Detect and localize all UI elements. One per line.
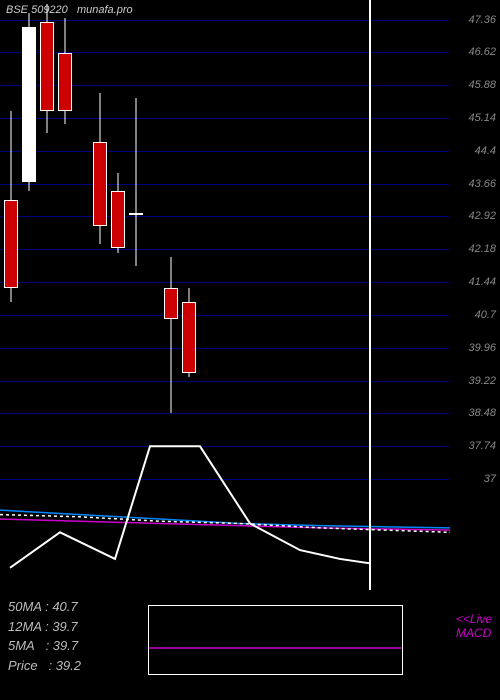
y-tick-label: 37 <box>484 473 496 485</box>
candle <box>58 18 72 124</box>
ma-line <box>0 515 450 533</box>
candle <box>40 4 54 133</box>
info-panel: 50MA : 40.7 12MA : 39.7 5MA : 39.7 Price… <box>8 597 81 675</box>
gridline <box>0 184 450 185</box>
gridline <box>0 282 450 283</box>
candle <box>93 93 107 244</box>
candle <box>111 173 125 253</box>
gridline <box>0 446 450 447</box>
y-tick-label: 42.92 <box>468 210 496 222</box>
gridline <box>0 479 450 480</box>
source-label: munafa.pro <box>77 4 133 16</box>
chart-inner: BSE 509220 munafa.pro 47.3646.6245.8845.… <box>0 0 500 700</box>
macd-label: <<Live MACD <box>456 612 492 640</box>
macd-live-text: <<Live <box>456 612 492 626</box>
y-tick-label: 46.62 <box>468 46 496 58</box>
y-tick-label: 37.74 <box>468 440 496 452</box>
gridline <box>0 413 450 414</box>
gridline <box>0 249 450 250</box>
y-tick-label: 39.96 <box>468 342 496 354</box>
macd-box <box>148 605 403 675</box>
candle <box>129 98 143 267</box>
gridline <box>0 381 450 382</box>
ma50-row: 50MA : 40.7 <box>8 597 81 617</box>
macd-text: MACD <box>456 626 492 640</box>
y-tick-label: 45.14 <box>468 112 496 124</box>
price-row: Price : 39.2 <box>8 656 81 676</box>
y-tick-label: 41.44 <box>468 276 496 288</box>
candle <box>4 111 18 302</box>
y-tick-label: 39.22 <box>468 375 496 387</box>
gridline <box>0 216 450 217</box>
y-tick-label: 47.36 <box>468 14 496 26</box>
y-tick-label: 38.48 <box>468 407 496 419</box>
candle <box>164 257 178 412</box>
candle <box>182 288 196 377</box>
y-tick-label: 45.88 <box>468 79 496 91</box>
price-chart[interactable]: BSE 509220 munafa.pro 47.3646.6245.8845.… <box>0 0 500 700</box>
y-tick-label: 44.4 <box>475 145 496 157</box>
ma5-row: 5MA : 39.7 <box>8 636 81 656</box>
overlay-svg <box>0 0 500 700</box>
y-tick-label: 42.18 <box>468 243 496 255</box>
ma-line <box>0 510 450 528</box>
y-tick-label: 43.66 <box>468 178 496 190</box>
moving-average-lines <box>0 510 450 532</box>
gridline <box>0 348 450 349</box>
y-tick-label: 40.7 <box>475 309 496 321</box>
candle <box>22 13 36 190</box>
gridline <box>0 315 450 316</box>
chart-container: BSE 509220 munafa.pro 47.3646.6245.8845.… <box>0 0 500 700</box>
ma-line <box>0 519 450 530</box>
gridline <box>0 151 450 152</box>
ma12-row: 12MA : 39.7 <box>8 617 81 637</box>
